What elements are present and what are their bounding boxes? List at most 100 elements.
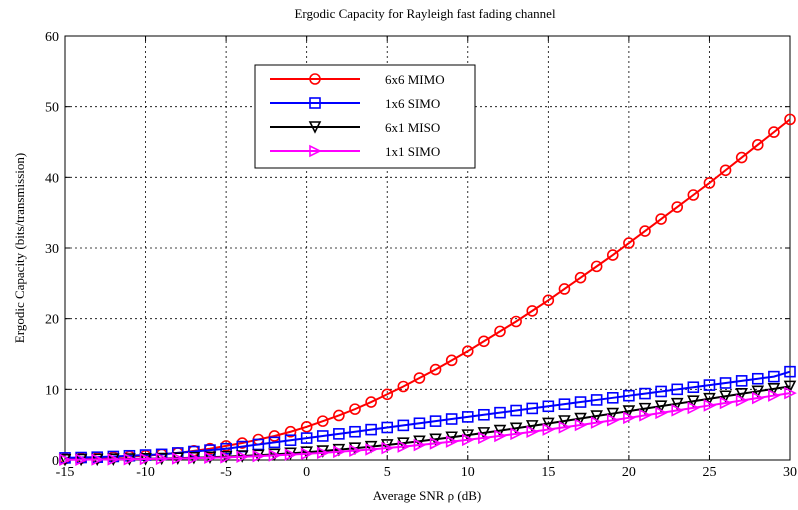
data-point	[461, 345, 474, 357]
data-point	[445, 354, 458, 367]
data-point	[397, 380, 410, 393]
data-point	[768, 126, 780, 138]
data-point	[525, 420, 539, 433]
y-tick-label: 20	[45, 313, 59, 328]
data-point	[477, 427, 491, 440]
data-point	[751, 372, 764, 385]
legend: 6x6 MIMO 1x6 SIMO 6x1 MISO 1x1 SIMO	[254, 64, 476, 169]
data-point	[59, 453, 72, 467]
data-point	[768, 370, 780, 383]
data-point	[364, 440, 378, 454]
data-point	[429, 415, 442, 427]
data-point	[703, 379, 716, 391]
data-point	[590, 410, 603, 423]
data-point	[510, 315, 522, 328]
data-point	[155, 452, 169, 466]
data-point	[381, 388, 394, 401]
data-point	[542, 417, 555, 431]
data-point	[703, 399, 717, 412]
data-point	[413, 372, 426, 384]
legend-swatch-marker	[309, 144, 322, 158]
data-point	[365, 423, 377, 436]
data-point	[91, 453, 105, 466]
data-point	[461, 429, 475, 442]
data-point	[542, 423, 556, 436]
data-point	[494, 429, 507, 443]
chart-title: Ergodic Capacity for Rayleigh fast fadin…	[294, 6, 556, 21]
y-tick-label: 30	[45, 242, 59, 257]
data-point	[719, 396, 733, 410]
data-point	[284, 425, 297, 438]
legend-label: 6x1 MISO	[385, 120, 440, 135]
data-point	[574, 412, 587, 426]
data-point	[655, 213, 667, 225]
x-tick-label: -15	[56, 465, 75, 480]
data-point	[751, 385, 765, 399]
legend-label: 1x1 SIMO	[385, 144, 440, 159]
axis-ticks: -15 -10 -5 0 5 10 15 20 25 30 0 10 20 30 40 50 60	[45, 30, 797, 480]
series-3	[59, 386, 797, 467]
data-point	[349, 403, 361, 415]
x-tick-label: 10	[461, 465, 475, 480]
data-point	[719, 390, 732, 404]
y-axis-label: Ergodic Capacity (bits/transmission)	[12, 153, 27, 343]
data-point	[671, 201, 684, 213]
data-point	[751, 391, 765, 405]
legend-label: 6x6 MIMO	[385, 72, 445, 87]
data-point	[493, 424, 507, 438]
data-point	[542, 400, 555, 413]
data-point	[461, 433, 475, 447]
data-point	[606, 392, 619, 404]
data-point	[333, 428, 345, 440]
data-point	[171, 452, 185, 465]
data-point	[623, 411, 636, 425]
x-tick-label: 5	[384, 465, 391, 480]
data-point	[606, 413, 620, 427]
x-tick-label: 20	[622, 465, 636, 480]
data-point	[349, 425, 361, 438]
data-point	[574, 271, 587, 284]
data-point	[638, 402, 652, 416]
data-point	[268, 449, 282, 462]
data-point	[670, 397, 684, 411]
data-point	[445, 413, 458, 425]
series-line	[64, 392, 791, 461]
data-point	[687, 189, 700, 201]
data-point	[107, 453, 121, 466]
data-point	[783, 380, 797, 394]
data-point	[735, 375, 748, 387]
data-point	[478, 408, 490, 421]
y-tick-label: 60	[45, 30, 59, 45]
data-point	[639, 225, 651, 237]
data-point	[687, 401, 701, 415]
data-point	[526, 402, 539, 415]
data-point	[478, 335, 490, 348]
data-point	[188, 451, 201, 465]
data-point	[300, 432, 313, 444]
data-point	[494, 325, 506, 338]
data-point	[348, 442, 362, 455]
data-point	[558, 398, 571, 410]
data-point	[284, 448, 298, 461]
data-point	[236, 450, 250, 464]
data-point	[574, 396, 587, 408]
data-point	[655, 406, 668, 420]
series-1	[59, 365, 796, 464]
data-point	[590, 416, 604, 429]
data-point	[316, 446, 330, 460]
series-line	[64, 370, 791, 459]
legend-entry-2: 6x1 MISO	[270, 120, 440, 135]
x-axis-label: Average SNR ρ (dB)	[373, 488, 481, 503]
data-point	[509, 422, 523, 436]
data-point	[639, 387, 651, 400]
x-tick-label: -10	[136, 465, 155, 480]
data-point	[461, 411, 474, 423]
data-point	[687, 395, 700, 408]
y-tick-label: 10	[45, 383, 59, 398]
y-tick-label: 0	[52, 454, 59, 469]
data-point	[397, 440, 411, 453]
data-point	[220, 451, 233, 464]
data-point	[300, 447, 314, 461]
data-point	[655, 385, 667, 398]
